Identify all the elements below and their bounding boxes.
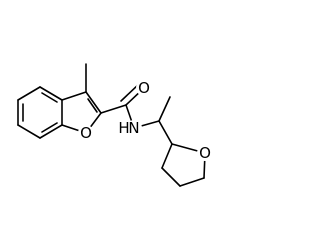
- bond: [179, 177, 205, 187]
- bond: [17, 86, 41, 101]
- oxolane-oxygen: O: [199, 144, 211, 162]
- bond: [39, 86, 63, 101]
- bonds: [17, 63, 206, 187]
- double-bond-inner: [87, 98, 98, 113]
- bond: [61, 91, 87, 101]
- double-bond-inner: [41, 92, 58, 103]
- amide-nitrogen: N: [128, 119, 139, 137]
- amide-hydrogen: H: [118, 119, 129, 137]
- molecule-diagram: O O N H O: [17, 63, 213, 187]
- label-background: [78, 125, 94, 141]
- bond: [100, 104, 127, 114]
- bond: [158, 96, 171, 122]
- label-background: [197, 145, 213, 161]
- double-bond-inner: [41, 122, 58, 133]
- bond: [161, 167, 181, 187]
- bond: [85, 91, 102, 114]
- label-background: [136, 80, 152, 96]
- furan-oxygen: O: [80, 124, 92, 142]
- bond: [161, 143, 173, 169]
- carbonyl-oxygen: O: [138, 79, 150, 97]
- label-background: [126, 120, 142, 136]
- double-bond: [120, 83, 140, 102]
- bond: [158, 120, 173, 145]
- bond: [17, 124, 41, 139]
- bond: [39, 124, 63, 139]
- atom-labels: O O N H O: [78, 79, 213, 162]
